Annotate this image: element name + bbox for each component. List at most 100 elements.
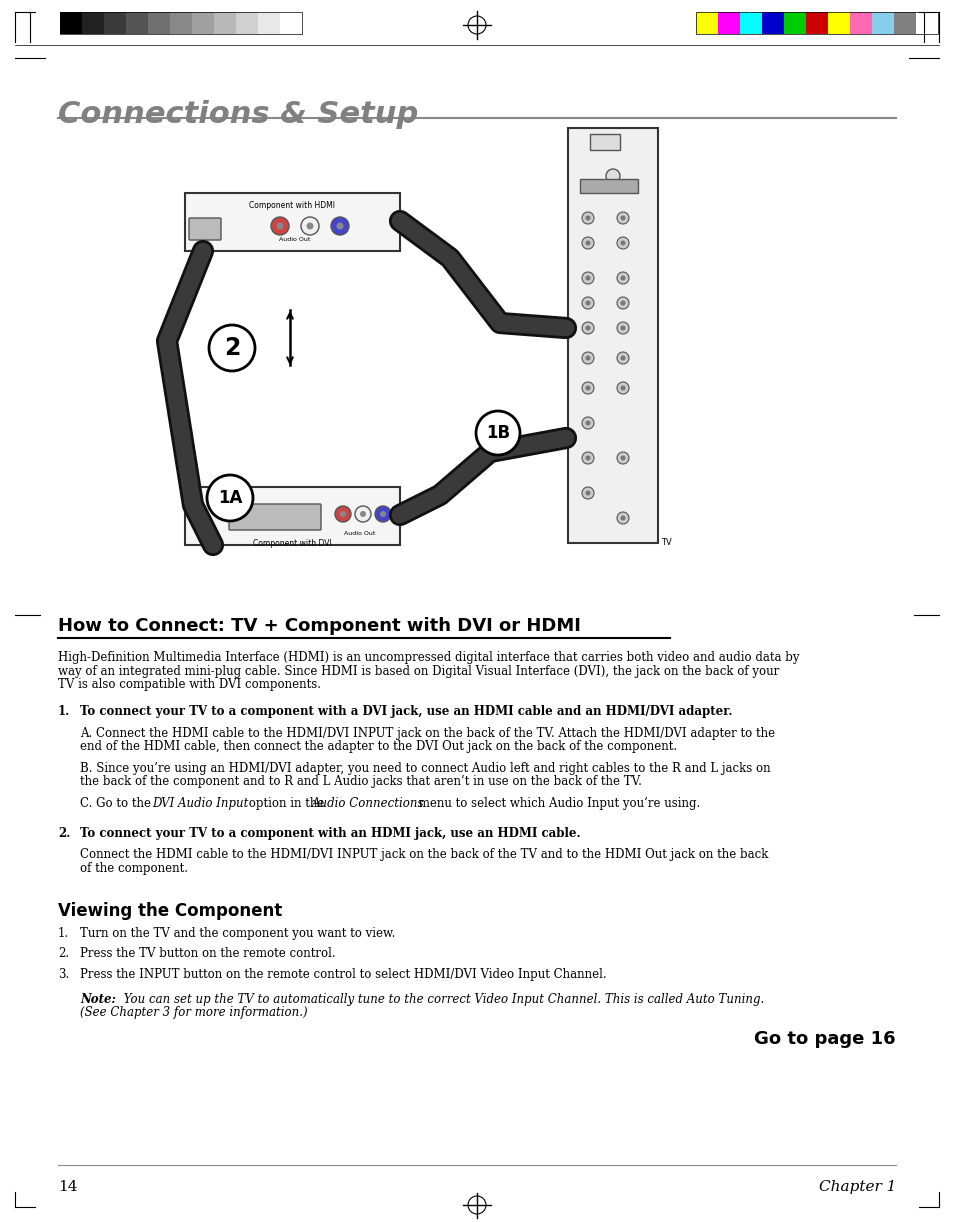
Circle shape [335,506,351,522]
Text: end of the HDMI cable, then connect the adapter to the DVI Out jack on the back : end of the HDMI cable, then connect the … [80,741,677,753]
Text: Note:: Note: [80,992,115,1006]
Bar [740,12,761,34]
Circle shape [617,512,628,524]
Circle shape [619,215,625,220]
Circle shape [581,237,594,249]
Circle shape [585,275,590,281]
Text: option in the: option in the [245,797,328,810]
Bar [761,12,783,34]
Text: Connections & Setup: Connections & Setup [58,100,418,130]
Text: way of an integrated mini-plug cable. Since HDMI is based on Digital Visual Inte: way of an integrated mini-plug cable. Si… [58,665,779,677]
Circle shape [585,215,590,220]
Bar [871,12,893,34]
Text: Component with HDMI: Component with HDMI [250,200,335,210]
Bar [192,12,213,34]
Text: 1.: 1. [58,705,71,719]
Bar [213,12,235,34]
Text: B. Since you’re using an HDMI/DVI adapter, you need to connect Audio left and ri: B. Since you’re using an HDMI/DVI adapte… [80,761,770,775]
Text: the back of the component and to R and L Audio jacks that aren’t in use on the b: the back of the component and to R and L… [80,775,641,788]
Text: of the component.: of the component. [80,862,188,875]
Bar [893,12,915,34]
Circle shape [619,356,625,360]
Circle shape [581,352,594,364]
Bar [805,12,827,34]
Circle shape [301,218,318,235]
Circle shape [585,241,590,246]
Circle shape [617,211,628,224]
Text: TV is also compatible with DVI components.: TV is also compatible with DVI component… [58,678,320,690]
Bar [567,128,658,543]
Text: 1A: 1A [217,489,242,507]
Circle shape [619,385,625,391]
Circle shape [619,301,625,306]
Circle shape [339,511,346,517]
Circle shape [619,516,625,521]
Circle shape [581,452,594,464]
Bar [718,12,740,34]
Bar [783,12,805,34]
Bar [126,12,148,34]
Bar [60,12,82,34]
Circle shape [585,385,590,391]
Text: Connect the HDMI cable to the HDMI/DVI INPUT jack on the back of the TV and to t: Connect the HDMI cable to the HDMI/DVI I… [80,848,767,862]
FancyBboxPatch shape [229,503,320,530]
Circle shape [375,506,391,522]
Circle shape [619,241,625,246]
Circle shape [581,323,594,334]
Text: DVI Audio Input: DVI Audio Input [152,797,248,810]
Bar [280,12,302,34]
Text: How to Connect: TV + Component with DVI or HDMI: How to Connect: TV + Component with DVI … [58,617,580,635]
Circle shape [581,211,594,224]
Bar [185,193,399,251]
Circle shape [476,411,519,455]
Circle shape [271,218,289,235]
Text: You can set up the TV to automatically tune to the correct Video Input Channel. : You can set up the TV to automatically t… [120,992,763,1006]
Text: Go to page 16: Go to page 16 [754,1030,895,1047]
Bar [696,12,937,34]
Bar [235,12,257,34]
Circle shape [617,273,628,284]
Text: Component with DVI: Component with DVI [253,539,332,547]
Text: Audio Out: Audio Out [279,237,311,242]
Circle shape [619,275,625,281]
Circle shape [585,490,590,495]
Text: menu to select which Audio Input you’re using.: menu to select which Audio Input you’re … [415,797,700,810]
Text: 3.: 3. [58,968,70,980]
Circle shape [617,297,628,309]
Bar [827,12,849,34]
Bar [185,488,399,545]
Circle shape [581,297,594,309]
Bar [915,12,937,34]
Circle shape [359,511,366,517]
Text: To connect your TV to a component with an HDMI jack, use an HDMI cable.: To connect your TV to a component with a… [80,826,580,840]
Text: A. Connect the HDMI cable to the HDMI/DVI INPUT jack on the back of the TV. Atta: A. Connect the HDMI cable to the HDMI/DV… [80,727,774,739]
Circle shape [619,456,625,461]
Bar [579,178,638,193]
Text: Press the TV button on the remote control.: Press the TV button on the remote contro… [80,947,335,960]
Text: Audio Connections: Audio Connections [312,797,424,810]
Circle shape [605,169,619,183]
Text: Viewing the Component: Viewing the Component [58,902,282,920]
Circle shape [209,325,254,371]
Circle shape [276,222,283,230]
Bar [589,134,619,150]
Bar [60,12,302,34]
Circle shape [581,417,594,429]
Text: 2: 2 [224,336,240,360]
Circle shape [585,325,590,330]
Circle shape [581,273,594,284]
Text: High-Definition Multimedia Interface (HDMI) is an uncompressed digital interface: High-Definition Multimedia Interface (HD… [58,651,799,664]
Circle shape [585,301,590,306]
Circle shape [585,420,590,425]
Text: C. Go to the: C. Go to the [80,797,154,810]
Text: 1B: 1B [485,424,510,442]
Text: Press the INPUT button on the remote control to select HDMI/DVI Video Input Chan: Press the INPUT button on the remote con… [80,968,606,980]
Bar [148,12,170,34]
Bar [104,12,126,34]
Bar [82,12,104,34]
Circle shape [207,475,253,521]
Circle shape [617,382,628,393]
Text: (See Chapter 3 for more information.): (See Chapter 3 for more information.) [80,1007,307,1019]
Text: 2.: 2. [58,947,69,960]
Bar [257,12,280,34]
